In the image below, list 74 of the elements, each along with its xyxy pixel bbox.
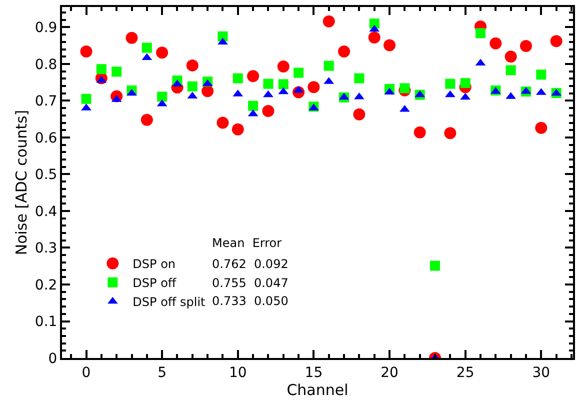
point xyxy=(324,60,334,71)
point xyxy=(216,116,229,129)
point xyxy=(140,114,153,126)
point xyxy=(369,18,380,29)
point xyxy=(232,73,243,84)
x-tick-label: 0 xyxy=(82,364,91,381)
x-axis-title: Channel xyxy=(286,380,348,399)
point xyxy=(490,37,502,50)
x-tick-label: 10 xyxy=(228,364,247,381)
point xyxy=(535,122,548,134)
point xyxy=(400,83,410,94)
point xyxy=(322,15,335,28)
x-tick-label: 15 xyxy=(304,364,323,381)
annotation: Mean Error xyxy=(212,236,282,250)
point xyxy=(444,127,456,140)
point xyxy=(186,59,198,72)
point xyxy=(338,45,350,58)
point xyxy=(520,40,532,52)
point xyxy=(247,70,260,82)
y-tick-label: 0.1 xyxy=(34,314,58,330)
x-tick-label: 25 xyxy=(456,364,474,381)
y-tick-label: 0.3 xyxy=(34,240,58,257)
point xyxy=(202,85,214,98)
annotation: 0.762 0.092 xyxy=(212,257,288,271)
point xyxy=(504,50,517,63)
x-tick-label: 30 xyxy=(532,364,550,381)
annotation: 0.755 0.047 xyxy=(212,276,288,290)
point xyxy=(142,42,152,53)
point xyxy=(476,28,486,38)
y-tick-label: 0 xyxy=(48,350,58,367)
point xyxy=(430,260,440,271)
point xyxy=(308,81,320,94)
y-tick-label: 0.7 xyxy=(34,94,58,110)
point xyxy=(80,45,92,58)
point xyxy=(536,70,546,80)
point xyxy=(187,81,198,92)
point xyxy=(278,79,288,90)
point xyxy=(277,60,290,73)
point xyxy=(126,32,138,44)
x-tick-label: 5 xyxy=(158,364,167,381)
point xyxy=(232,123,244,136)
y-tick-label: 0.9 xyxy=(34,20,58,36)
point xyxy=(353,108,366,120)
point xyxy=(460,78,470,88)
point xyxy=(156,46,168,59)
annotation: 0.733 0.050 xyxy=(212,294,288,308)
point xyxy=(157,92,168,102)
point xyxy=(81,94,92,104)
point xyxy=(368,32,380,44)
point xyxy=(262,105,274,118)
point xyxy=(218,38,228,45)
legend-label: DSP off split xyxy=(132,295,206,310)
point xyxy=(550,35,562,48)
y-tick-label: 0.6 xyxy=(34,130,58,146)
y-tick-label: 0.2 xyxy=(34,277,58,294)
point xyxy=(126,88,137,96)
point xyxy=(506,65,516,76)
point xyxy=(112,66,122,77)
y-tick-label: 0.8 xyxy=(34,56,58,73)
point xyxy=(96,64,106,74)
point xyxy=(263,90,274,98)
point xyxy=(384,39,396,52)
point xyxy=(294,68,304,78)
legend-label: DSP off xyxy=(132,276,177,290)
y-tick-label: 0.4 xyxy=(34,204,58,220)
point xyxy=(414,126,426,138)
y-axis-title: Noise [ADC counts] xyxy=(12,110,31,256)
point xyxy=(263,78,274,89)
point xyxy=(445,78,456,89)
point xyxy=(248,100,258,111)
legend-label: DSP on xyxy=(132,257,176,272)
point xyxy=(354,73,364,84)
x-tick-label: 20 xyxy=(380,364,398,381)
y-tick-label: 0.5 xyxy=(34,167,58,184)
